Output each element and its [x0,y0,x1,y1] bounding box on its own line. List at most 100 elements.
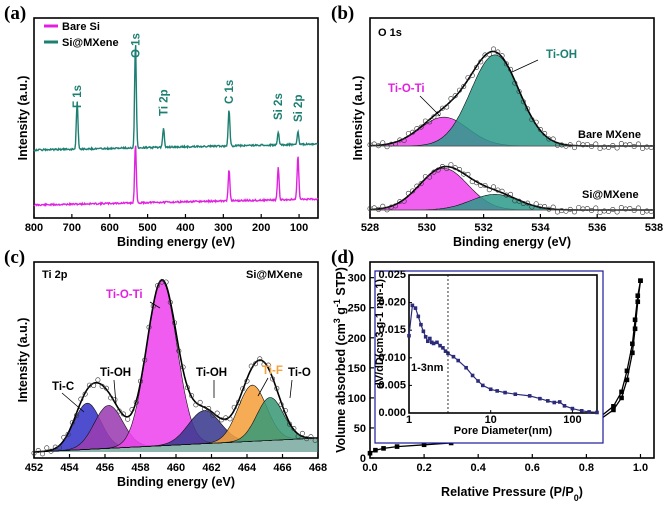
x-axis-label-b: Binding energy (eV) [453,235,571,249]
bare-mxene-data-point [444,104,450,110]
pointer-c [257,377,269,397]
x-axis-c-tick-label: 466 [273,462,291,474]
y-axis-label-d-part: STP) [334,267,348,299]
desorption-marker [624,368,630,374]
si-mxene-b-data-point [550,204,556,210]
x-axis-b-tick-label: 534 [531,222,550,234]
data-point-c [129,407,135,413]
panel-label-c: (c) [4,247,26,268]
data-point-c [95,377,101,383]
x-axis-d-tick-label: 0.6 [525,462,540,474]
si-mxene-b-data-point [529,204,535,210]
inset-x-tick-label: 1 [406,414,412,426]
inset-x-axis-label: Pore Diameter(nm) [454,425,553,437]
inset-marker [480,383,485,388]
si-mxene-b-data-point [456,166,462,172]
data-point-c [163,279,169,285]
si-mxene-b-data-point [542,204,548,210]
inset-marker [470,373,475,378]
inset-marker [431,341,436,346]
adsorption-marker [630,350,635,356]
annotation-ti-f-c: Ti-F [262,365,283,377]
x-axis-a-tick-label: 200 [252,222,270,234]
x-axis-b-tick-label: 536 [588,222,606,234]
si-mxene-b-data-point [525,200,531,206]
data-point-c [82,391,88,397]
data-point-c [78,396,84,402]
y-axis-d-tick-label: 250 [348,303,366,315]
inset-marker [407,333,411,338]
bare-mxene-data-point [618,140,624,146]
inset-y-tick-label: 0.015 [378,324,406,336]
inset-marker [464,365,468,370]
data-point-c [180,364,186,370]
panel-label-d: (d) [331,247,355,268]
bare-mxene-data-point [537,126,543,132]
desorption-marker [619,389,624,395]
data-point-c [112,397,118,403]
data-point-c [265,362,271,368]
data-point-c [274,385,280,391]
x-axis-c-tick-label: 468 [309,462,327,474]
inset-marker [538,396,542,401]
legend-label-si-mxene: Si@MXene [62,37,119,49]
peak-label-a: Si 2s [273,93,285,120]
adsorption-marker [373,447,378,453]
bare-mxene-data-point [435,111,441,117]
data-point-c [69,420,75,426]
bare-mxene-data-point [431,114,437,120]
data-point-c [197,399,203,405]
bare-mxene-data-point [512,80,518,86]
bare-mxene-data-point [640,146,646,152]
desorption-marker [632,317,638,323]
data-point-c [299,430,305,436]
inset-marker [476,379,480,383]
inset-marker [413,306,418,310]
inset-y-tick-label: 0.025 [378,269,406,281]
bare-mxene-data-point [508,66,514,72]
inset-frame [408,274,598,414]
si-mxene-b-data-point [427,174,433,180]
inset-marker [527,394,532,398]
inset-marker [595,410,599,415]
si-mxene-b-data-point [482,182,488,188]
data-point-c [235,399,241,405]
x-axis-d-tick-label: 0.0 [362,462,377,474]
inset-marker [416,314,421,319]
y-axis-label-d-part: -1 [332,299,342,307]
si-mxene-b-data-point [439,164,445,170]
inset-marker [438,343,442,348]
x-axis-a-tick-label: 600 [101,222,119,234]
bare-mxene-data-point [452,93,458,99]
data-point-c [312,437,318,443]
y-axis-label-b: Intensity (a.u.) [351,76,365,161]
chart-title-b: O 1s [378,27,402,39]
x-axis-b-tick-label: 532 [474,222,492,234]
inset-marker [495,389,499,393]
x-axis-c-tick-label: 454 [60,462,79,474]
si-mxene-b-data-point [631,208,637,214]
si-mxene-b-data-point [618,204,624,210]
data-point-c [167,299,173,305]
x-axis-label-d-end: ) [579,485,583,499]
desorption-marker [630,341,635,347]
adsorption-marker [624,377,630,383]
inset-y-axis-label: dV/dD(cm3 g-1 nm-1) [374,279,386,389]
panel-label-b: (b) [331,3,355,24]
bare-mxene-data-point [571,145,577,151]
x-axis-label-d-sub: 0 [574,493,579,503]
data-point-c [308,434,314,440]
si-mxene-b-data-point [491,184,497,190]
si-mxene-b-data-point [444,166,450,172]
data-point-c [291,426,297,432]
inset-marker [552,400,557,405]
x-axis-d-tick-label: 0.8 [579,462,594,474]
inset-marker [546,399,550,403]
si-mxene-b-data-point [414,183,420,189]
data-point-c [206,406,212,412]
annotation-ti-oh-c: Ti-OH [100,367,131,379]
data-point-c [142,357,148,363]
bare-mxene-data-point [597,145,603,151]
bare-mxene-data-point [491,46,497,52]
bare-mxene-data-point [448,96,454,102]
